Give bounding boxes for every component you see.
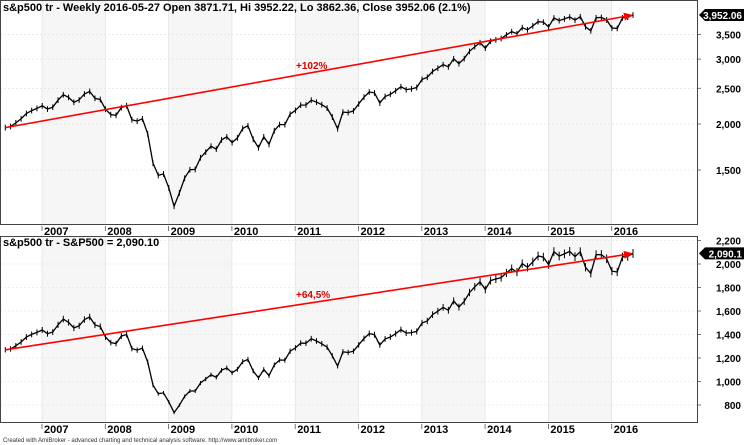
bottom-chart-title: s&p500 tr - S&P500 = 2,090.10: [3, 237, 159, 249]
year-label-2011: 2011: [297, 226, 321, 238]
year-label-2011: 2011: [297, 424, 321, 436]
top-axis-label: 1,500: [716, 166, 741, 177]
bottom-axis-label: 1,200: [716, 354, 741, 365]
top-axis-label: 2,000: [716, 120, 741, 131]
bottom-last-value-badge: [699, 247, 744, 260]
bottom-axis-label: 2,000: [716, 260, 741, 271]
year-label-2012: 2012: [361, 226, 385, 238]
bottom-trend-arrowhead: [623, 250, 634, 259]
year-label-2016: 2016: [614, 226, 638, 238]
year-label-2013: 2013: [424, 226, 448, 238]
panel-frame: [0, 236, 698, 423]
year-label-2014: 2014: [487, 424, 512, 436]
bottom-trend-annotation: +64,5%: [296, 290, 330, 301]
top-axis-label: 3,500: [716, 30, 741, 41]
top-trend-line: [5, 15, 629, 129]
year-label-2008: 2008: [107, 226, 131, 238]
year-band: [421, 0, 486, 224]
year-label-2007: 2007: [44, 424, 68, 436]
year-band: [548, 236, 612, 422]
year-label-2010: 2010: [234, 424, 258, 436]
top-trend-annotation: +102%: [296, 61, 328, 72]
top-chart-title: s&p500 tr - Weekly 2016-05-27 Open 3871.…: [3, 2, 471, 14]
footer-credit: Created with AmiBroker - advanced charti…: [3, 438, 277, 444]
bottom-panel-sp500: 2007 2008 2009 2010 2011 2012 2013 2014 2015 2016…: [0, 236, 744, 436]
year-label-2016: 2016: [614, 424, 638, 436]
top-last-value-badge: [699, 8, 744, 21]
year-band: [295, 236, 359, 422]
bottom-axis-label: 800: [724, 401, 741, 412]
bottom-axis-label: 1,000: [716, 378, 741, 389]
year-label-2008: 2008: [107, 424, 131, 436]
top-last-value-label: 3,952.06: [703, 11, 742, 22]
year-band: [168, 236, 232, 422]
bottom-axis-label: 2,200: [716, 237, 741, 248]
year-band: [548, 0, 612, 224]
panel-frame: [0, 0, 698, 225]
year-label-2009: 2009: [171, 424, 195, 436]
year-label-2014: 2014: [487, 226, 512, 238]
year-label-2015: 2015: [550, 226, 574, 238]
year-label-2007: 2007: [44, 226, 68, 238]
year-label-2013: 2013: [424, 424, 448, 436]
bottom-axis-label: 1,800: [716, 284, 741, 295]
year-band: [421, 236, 486, 422]
bottom-axis-label: 1,400: [716, 331, 741, 342]
top-panel-tr: 2007 2008 2009 2010 2011 2012 2013 2014 2015 2016…: [0, 0, 744, 238]
year-label-2010: 2010: [234, 226, 258, 238]
top-axis-label: 2,500: [716, 84, 741, 95]
bottom-price-series: [5, 250, 634, 414]
top-trend-arrowhead: [623, 12, 634, 21]
bottom-last-value-label: 2,090.1: [709, 249, 743, 260]
year-band: [168, 0, 232, 224]
bottom-axis-label: 1,600: [716, 307, 741, 318]
top-axis-label: 3,000: [716, 55, 741, 66]
year-label-2009: 2009: [171, 226, 195, 238]
year-label-2015: 2015: [550, 424, 574, 436]
top-price-series: [5, 14, 634, 209]
year-label-2012: 2012: [361, 424, 385, 436]
bottom-trend-line: [5, 253, 629, 351]
